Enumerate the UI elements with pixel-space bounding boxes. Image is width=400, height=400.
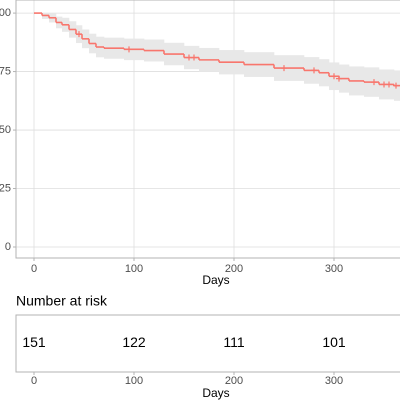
censor-mark <box>191 54 197 61</box>
censor-mark <box>311 67 317 74</box>
x-tick-label: 300 <box>325 263 343 275</box>
y-tick-label: 1.00 <box>0 7 11 19</box>
x-tick-label: 200 <box>225 375 243 387</box>
y-tick-label: 0 <box>5 241 11 253</box>
censor-mark <box>331 73 337 80</box>
censor-mark <box>386 81 392 88</box>
risk-x-axis-title: Days <box>202 386 229 400</box>
x-tick-label: 0 <box>31 375 37 387</box>
censor-mark <box>371 79 377 86</box>
risk-count: 151 <box>22 334 46 350</box>
censor-mark <box>393 82 399 89</box>
x-tick-label: 200 <box>225 263 243 275</box>
panel-border <box>15 314 400 373</box>
censor-mark <box>281 65 287 72</box>
risk-count: 111 <box>223 334 244 350</box>
y-tick-label: 0.25 <box>0 182 11 194</box>
censor-mark <box>76 31 82 38</box>
risk-count: 101 <box>322 334 346 350</box>
y-tick-label: 0.75 <box>0 65 11 77</box>
x-tick-label: 300 <box>325 375 343 387</box>
risk-count: 122 <box>122 334 146 350</box>
censor-mark <box>336 75 342 82</box>
y-tick-label: 0.50 <box>0 124 11 136</box>
x-tick-label: 100 <box>125 263 143 275</box>
censor-mark <box>126 46 132 53</box>
x-tick-label: 0 <box>31 263 37 275</box>
x-tick-label: 100 <box>125 375 143 387</box>
x-axis-title: Days <box>202 273 229 287</box>
panel-border <box>15 0 400 259</box>
risk-table-title: Number at risk <box>16 293 108 309</box>
